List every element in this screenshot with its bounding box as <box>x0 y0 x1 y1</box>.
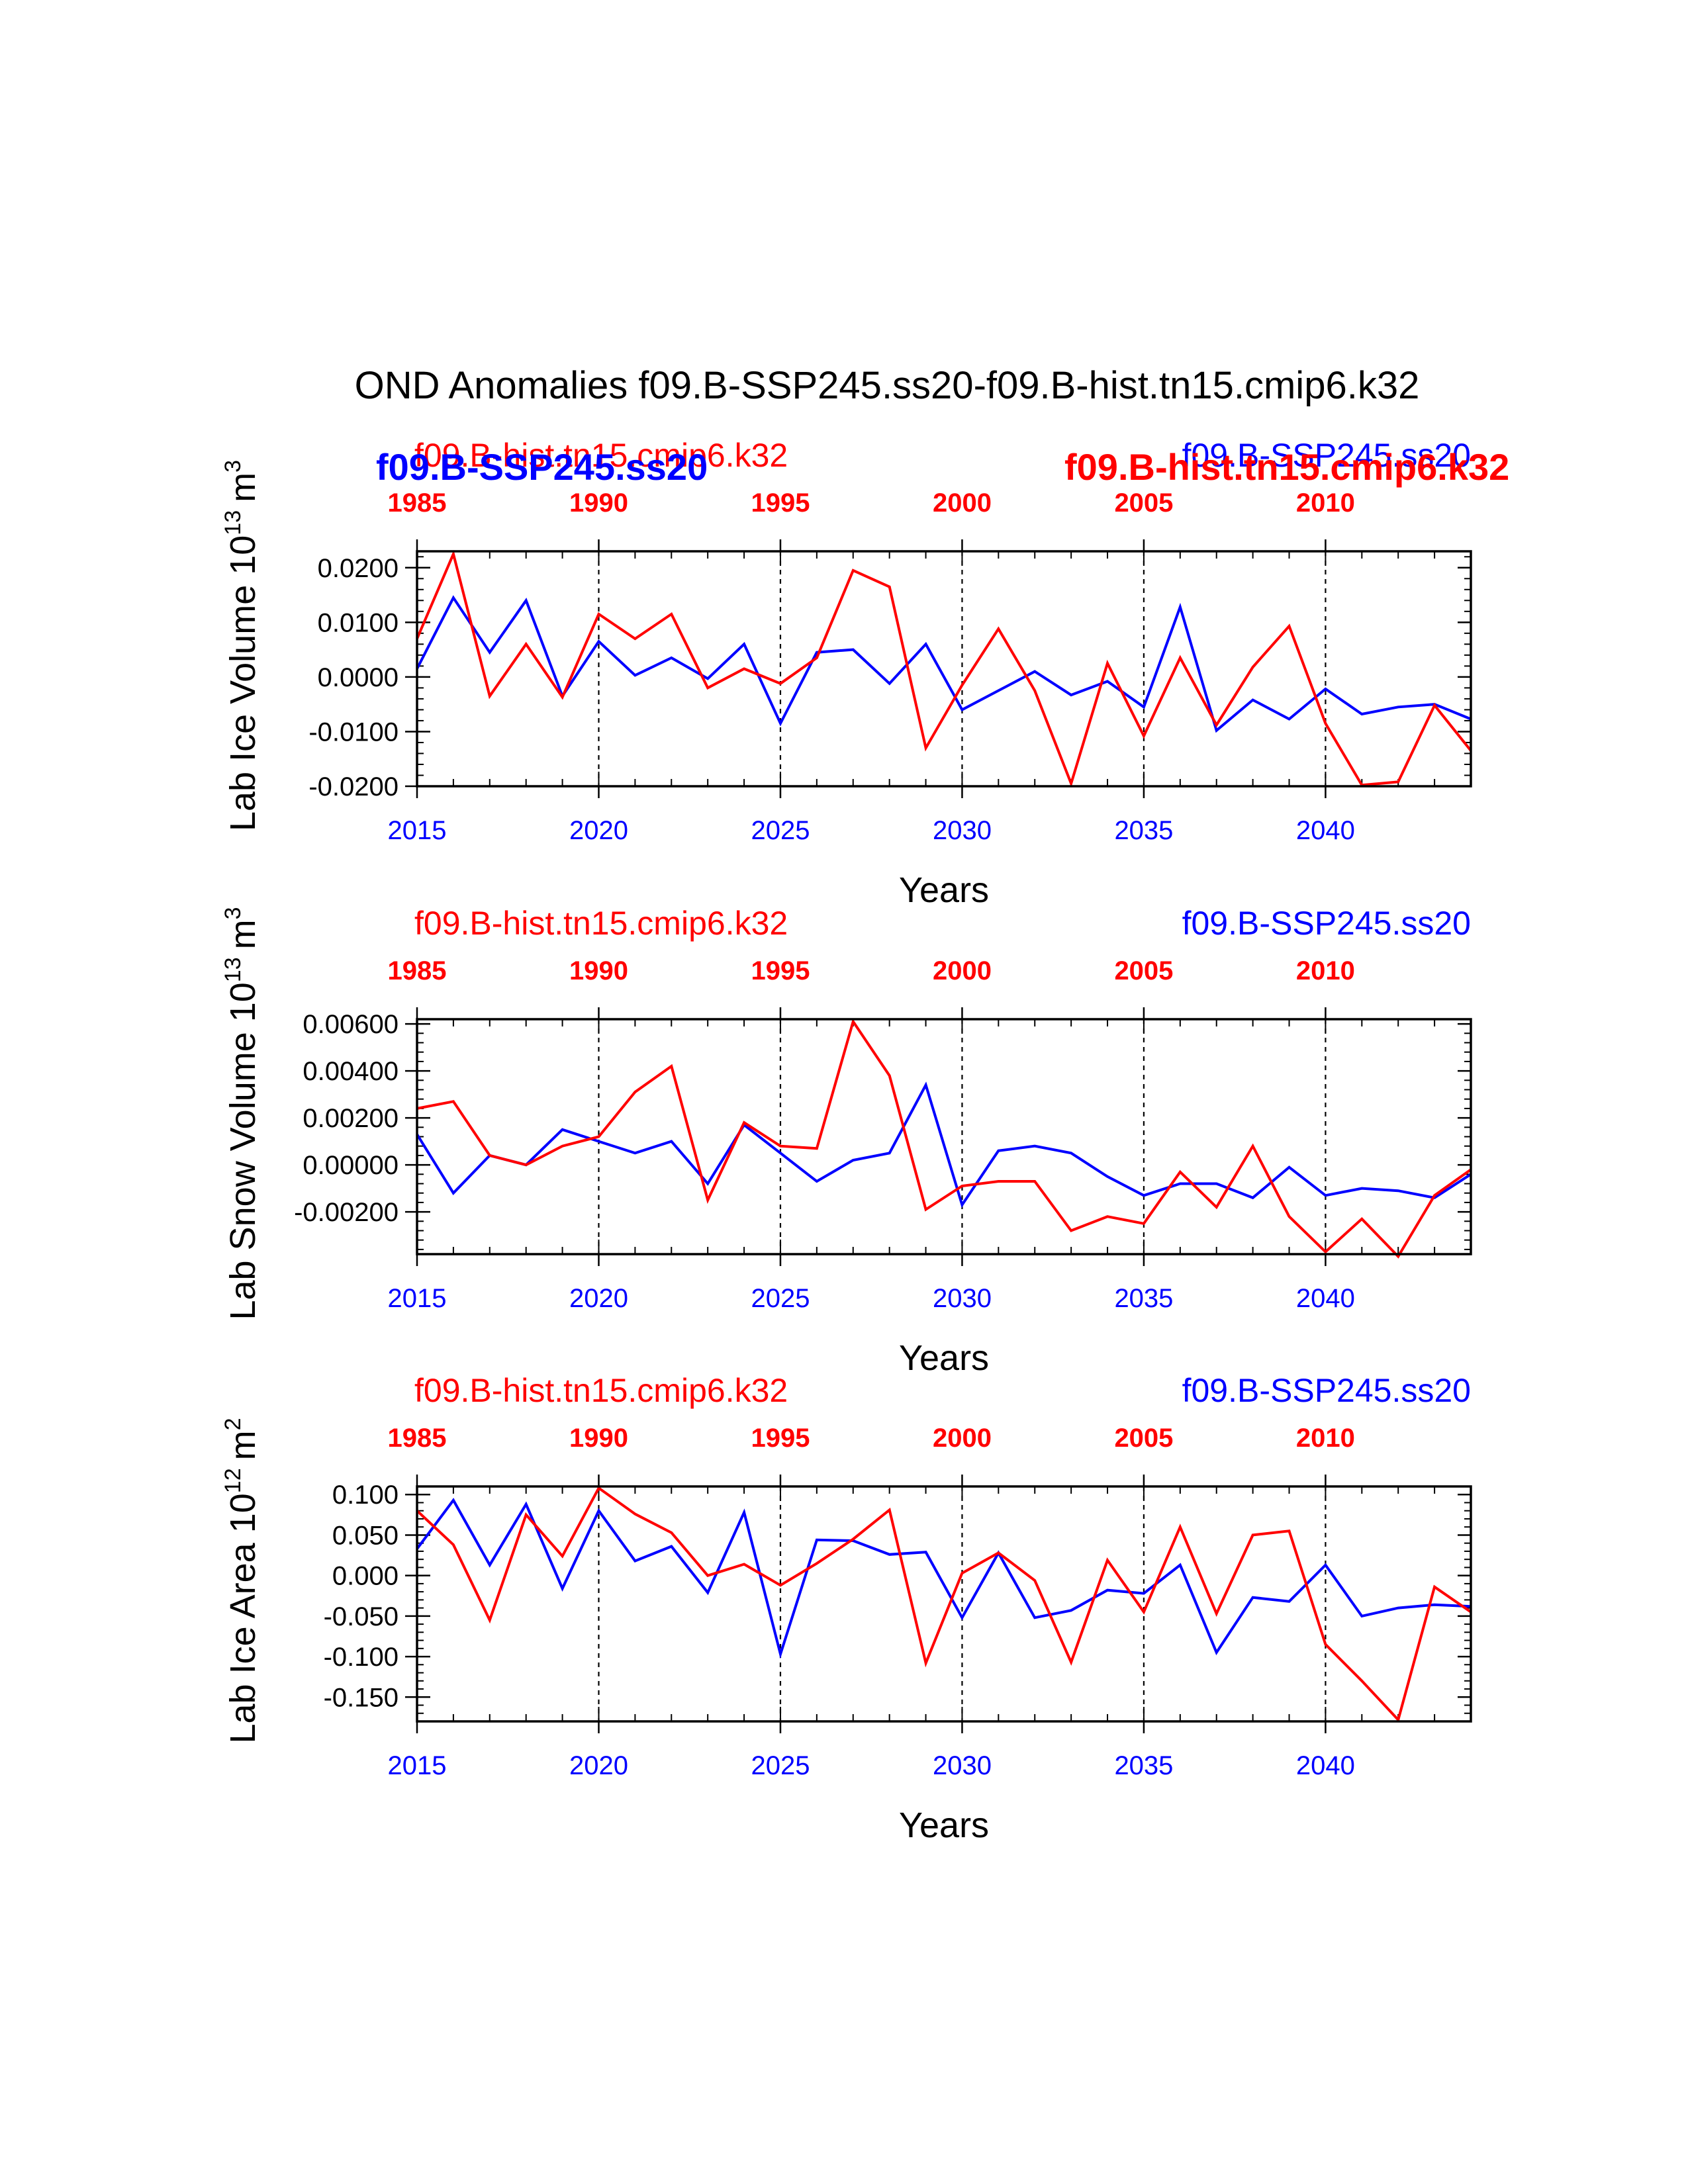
x-tick-label-bottom: 2020 <box>569 816 628 845</box>
y-axis-label-main: Lab Ice Volume 10 <box>223 535 263 831</box>
lab-ice-volume-panel: f09.B-hist.tn15.cmip6.k32 f09.B-SSP245.s… <box>220 437 1509 910</box>
hist-overlay-label: f09.B-hist.tn15.cmip6.k32 <box>1064 446 1509 488</box>
x-tick-label-top: 1990 <box>569 956 628 985</box>
y-tick-label: 0.00400 <box>303 1057 399 1086</box>
x-axis-label: Years <box>899 870 989 910</box>
y-tick-label: -0.0200 <box>308 772 399 801</box>
x-tick-label-bottom: 2020 <box>569 1751 628 1780</box>
lab-ice-area-panel: f09.B-hist.tn15.cmip6.k32 f09.B-SSP245.s… <box>220 1372 1472 1845</box>
x-tick-label-top: 2005 <box>1114 956 1173 985</box>
x-tick-label-bottom: 2035 <box>1114 816 1173 845</box>
y-tick-label: 0.0200 <box>318 554 399 583</box>
y-tick-label: 0.000 <box>332 1562 399 1591</box>
ssp-legend-label: f09.B-SSP245.ss20 <box>1182 905 1471 942</box>
ssp-legend-label: f09.B-SSP245.ss20 <box>1182 437 1471 474</box>
lab-snow-volume-panel: f09.B-hist.tn15.cmip6.k32 f09.B-SSP245.s… <box>220 905 1472 1378</box>
y-tick-label: -0.150 <box>324 1683 399 1712</box>
x-tick-label-bottom: 2035 <box>1114 1284 1173 1313</box>
x-tick-label-top: 2005 <box>1114 1424 1173 1453</box>
ssp-overlay-label: f09.B-SSP245.ss20 <box>376 446 708 488</box>
x-tick-label-bottom: 2040 <box>1296 816 1355 845</box>
x-tick-label-bottom: 2025 <box>751 1751 810 1780</box>
x-tick-label-top: 2010 <box>1296 488 1355 518</box>
hist-series-line <box>416 1486 1472 1723</box>
y-tick-label: 0.00000 <box>303 1151 399 1180</box>
y-axis-label-main: Lab Snow Volume 10 <box>223 982 263 1320</box>
y-tick-label: 0.0100 <box>318 608 399 637</box>
plot-frame <box>416 1018 1472 1255</box>
y-tick-label: -0.100 <box>324 1643 399 1672</box>
y-tick-label: -0.050 <box>324 1602 399 1631</box>
x-tick-label-bottom: 2015 <box>388 816 447 845</box>
x-tick-label-bottom: 2030 <box>933 1751 992 1780</box>
y-tick-label: 0.00200 <box>303 1104 399 1133</box>
x-tick-label-top: 2010 <box>1296 956 1355 985</box>
x-tick-label-top: 1985 <box>388 1424 447 1453</box>
hist-legend-label: f09.B-hist.tn15.cmip6.k32 <box>414 1372 788 1409</box>
hist-legend-label: f09.B-hist.tn15.cmip6.k32 <box>414 905 788 942</box>
y-axis-label-exp: 12 <box>220 1468 246 1493</box>
x-tick-label-bottom: 2030 <box>933 816 992 845</box>
x-tick-label-bottom: 2040 <box>1296 1284 1355 1313</box>
x-axis-label: Years <box>899 1805 989 1845</box>
plot-frame <box>416 550 1472 788</box>
page-title: OND Anomalies f09.B-SSP245.ss20-f09.B-hi… <box>355 364 1420 407</box>
x-tick-label-top: 1985 <box>388 488 447 518</box>
plot-frame <box>416 1485 1472 1723</box>
y-axis-label-exp: 13 <box>220 957 246 982</box>
y-tick-label: 0.100 <box>332 1480 399 1510</box>
x-tick-label-top: 1990 <box>569 1424 628 1453</box>
x-tick-label-top: 2000 <box>933 956 992 985</box>
x-tick-label-top: 1995 <box>751 956 810 985</box>
y-tick-label: -0.0100 <box>308 717 399 747</box>
plot-area <box>417 1019 1471 1254</box>
y-axis-label-unit: m <box>223 1430 263 1460</box>
hist-legend-label: f09.B-hist.tn15.cmip6.k32 <box>414 437 788 474</box>
y-axis-label-unit: m <box>223 473 263 502</box>
x-tick-label-top: 1995 <box>751 1424 810 1453</box>
y-axis-label-unit: m <box>223 919 263 949</box>
ssp-series-line <box>416 595 1472 733</box>
x-tick-label-top: 2010 <box>1296 1424 1355 1453</box>
x-tick-label-top: 1990 <box>569 488 628 518</box>
y-tick-label: 0.0000 <box>318 663 399 692</box>
x-tick-label-top: 1995 <box>751 488 810 518</box>
x-tick-label-bottom: 2015 <box>388 1284 447 1313</box>
y-axis-label-exp: 13 <box>220 510 246 535</box>
x-tick-label-bottom: 2025 <box>751 1284 810 1313</box>
x-tick-label-bottom: 2030 <box>933 1284 992 1313</box>
ssp-legend-label: f09.B-SSP245.ss20 <box>1182 1372 1471 1409</box>
x-axis-label: Years <box>899 1338 989 1378</box>
y-axis-label-unit-exp: 2 <box>220 1418 246 1430</box>
y-tick-label: -0.00200 <box>294 1198 399 1227</box>
y-axis-label: Lab Ice Area 1012 m2 <box>220 1418 263 1743</box>
x-tick-label-top: 2000 <box>933 1424 992 1453</box>
plot-area <box>417 551 1471 786</box>
x-tick-label-bottom: 2035 <box>1114 1751 1173 1780</box>
ssp-series-line <box>416 1498 1472 1659</box>
x-tick-label-top: 1985 <box>388 956 447 985</box>
x-tick-label-bottom: 2040 <box>1296 1751 1355 1780</box>
y-axis-label-main: Lab Ice Area 10 <box>223 1493 263 1743</box>
x-tick-label-bottom: 2015 <box>388 1751 447 1780</box>
hist-series-line <box>416 1018 1472 1259</box>
y-axis-label: Lab Snow Volume 1013 m3 <box>220 907 263 1320</box>
y-axis-label-unit-exp: 3 <box>220 460 246 473</box>
x-tick-label-bottom: 2020 <box>569 1284 628 1313</box>
y-tick-label: 0.050 <box>332 1521 399 1550</box>
y-tick-label: 0.00600 <box>303 1010 399 1039</box>
x-tick-label-top: 2005 <box>1114 488 1173 518</box>
y-axis-label: Lab Ice Volume 1013 m3 <box>220 460 263 831</box>
y-axis-label-unit-exp: 3 <box>220 907 246 919</box>
x-tick-label-bottom: 2025 <box>751 816 810 845</box>
hist-series-line <box>416 549 1472 788</box>
x-tick-label-top: 2000 <box>933 488 992 518</box>
